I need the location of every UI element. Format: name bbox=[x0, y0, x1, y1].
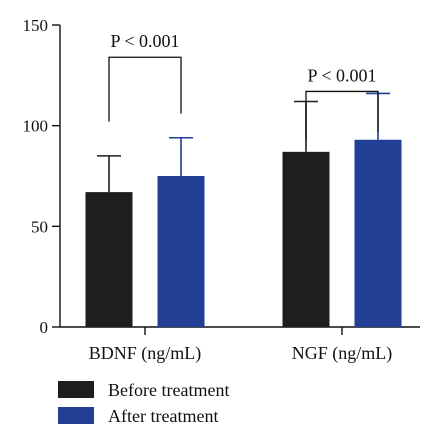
y-tick-label: 150 bbox=[23, 16, 49, 35]
annotations-group: P < 0.001 P < 0.001 bbox=[108, 31, 379, 140]
legend-swatch bbox=[58, 381, 94, 398]
significance-bracket bbox=[305, 90, 379, 140]
legend-label: Before treatment bbox=[108, 380, 229, 400]
bar bbox=[85, 192, 133, 327]
significance-bracket bbox=[108, 56, 182, 122]
y-tick-label: 50 bbox=[31, 217, 48, 236]
legend-swatch bbox=[58, 407, 94, 424]
y-tick-label: 0 bbox=[40, 318, 49, 337]
x-category-label: NGF (ng/mL) bbox=[292, 343, 393, 364]
y-tick-label: 100 bbox=[23, 117, 49, 136]
significance-label: P < 0.001 bbox=[308, 65, 377, 85]
legend: Before treatment After treatment bbox=[58, 380, 229, 426]
bar bbox=[157, 176, 205, 327]
significance-label: P < 0.001 bbox=[111, 31, 180, 51]
legend-label: After treatment bbox=[108, 406, 218, 426]
bars-group bbox=[85, 92, 402, 327]
x-category-label: BDNF (ng/mL) bbox=[89, 343, 202, 364]
bar bbox=[282, 151, 330, 327]
bar bbox=[354, 139, 402, 327]
axes-group: 0 50 100 150 BDNF (ng/mL) NGF (ng/mL) bbox=[23, 16, 420, 364]
